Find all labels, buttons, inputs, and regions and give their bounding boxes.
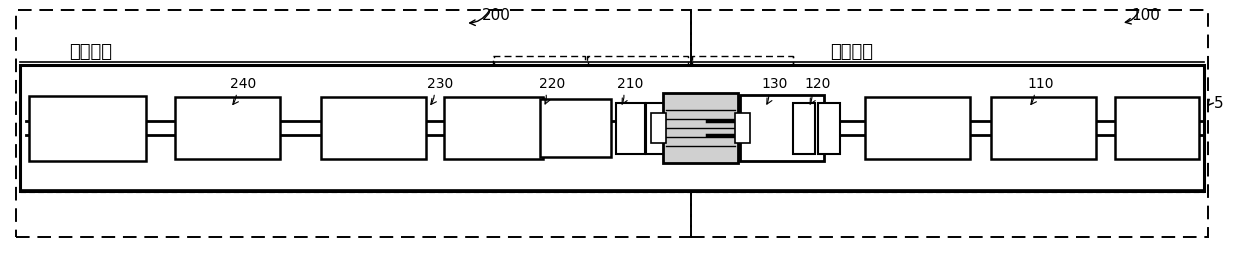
Text: 5: 5 <box>1214 96 1224 110</box>
Bar <box>587 57 688 190</box>
Bar <box>663 93 738 164</box>
Bar <box>691 11 1208 237</box>
Bar <box>29 97 146 161</box>
Text: 230: 230 <box>428 77 454 91</box>
Text: 130: 130 <box>761 77 787 91</box>
Bar <box>651 114 666 144</box>
Bar <box>866 98 970 160</box>
Bar <box>175 98 280 160</box>
Bar <box>444 98 543 160</box>
Text: 110: 110 <box>1028 77 1054 91</box>
Bar <box>539 100 611 158</box>
Text: 200: 200 <box>482 8 511 23</box>
Text: 120: 120 <box>805 77 831 91</box>
Bar <box>692 57 794 190</box>
Bar <box>492 57 585 190</box>
Bar <box>740 96 825 162</box>
Bar <box>646 103 668 155</box>
Bar <box>20 66 1204 191</box>
Bar <box>616 103 645 155</box>
Text: 输入电路: 输入电路 <box>831 43 873 61</box>
Text: 210: 210 <box>616 77 644 91</box>
Bar <box>321 98 425 160</box>
Bar <box>16 11 691 237</box>
Bar <box>818 103 841 155</box>
Bar <box>1115 98 1199 160</box>
Bar <box>991 98 1096 160</box>
Text: 240: 240 <box>229 77 255 91</box>
Bar <box>735 114 750 144</box>
Text: 220: 220 <box>539 77 565 91</box>
Text: 100: 100 <box>1131 8 1161 23</box>
Bar <box>794 103 816 155</box>
Text: 输出电路: 输出电路 <box>69 43 113 61</box>
